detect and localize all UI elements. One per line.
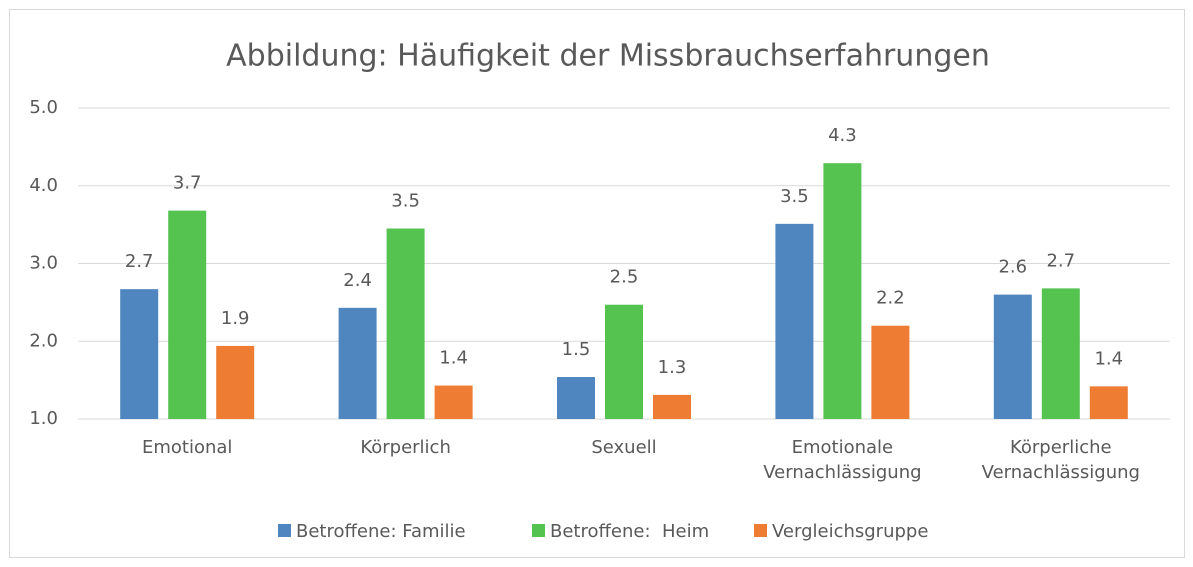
value-label: 1.4 <box>439 348 468 369</box>
bar <box>993 294 1032 419</box>
value-label: 3.5 <box>391 191 420 212</box>
chart-title: Abbildung: Häufigkeit der Missbrauchserf… <box>226 39 990 74</box>
bar <box>557 377 595 419</box>
value-label: 3.5 <box>780 186 809 207</box>
legend-label: Betroffene: Heim <box>550 521 709 542</box>
legend-swatch <box>532 524 545 537</box>
bar <box>1089 386 1128 419</box>
bar <box>605 304 643 419</box>
value-label: 2.2 <box>876 288 905 309</box>
value-label: 2.7 <box>125 251 154 272</box>
value-label: 1.3 <box>658 357 687 378</box>
bar <box>653 394 691 419</box>
legend-label: Vergleichsgruppe <box>772 521 928 542</box>
y-tick-label: 1.0 <box>29 408 58 429</box>
bar <box>823 163 862 419</box>
value-label: 1.5 <box>562 339 591 360</box>
value-label: 1.9 <box>221 308 250 329</box>
x-tick-label: Emotionale Vernachlässigung <box>763 437 922 483</box>
value-label: 2.4 <box>343 270 372 291</box>
bar <box>386 228 425 419</box>
value-label: 1.4 <box>1094 348 1123 369</box>
x-tick-label: Körperliche Vernachlässigung <box>981 437 1140 483</box>
value-label: 2.6 <box>998 257 1027 278</box>
y-tick-label: 3.0 <box>29 253 58 274</box>
legend-swatch <box>278 524 291 537</box>
x-tick-label: Emotional <box>141 437 233 458</box>
bar <box>216 345 255 419</box>
bar <box>1041 288 1080 419</box>
bar <box>120 289 159 419</box>
value-label: 2.5 <box>610 267 639 288</box>
legend-label: Betroffene: Familie <box>296 521 466 542</box>
y-tick-label: 5.0 <box>29 97 58 118</box>
y-tick-label: 4.0 <box>29 175 58 196</box>
value-label: 4.3 <box>828 125 857 146</box>
value-label: 2.7 <box>1046 250 1075 271</box>
bar <box>775 223 814 419</box>
bar <box>338 307 377 419</box>
x-tick-label: Körperlich <box>360 437 451 458</box>
y-tick-label: 2.0 <box>29 330 58 351</box>
legend-swatch <box>754 524 767 537</box>
x-tick-label: Sexuell <box>591 437 657 458</box>
bar <box>168 210 207 419</box>
bar <box>871 325 910 419</box>
value-label: 3.7 <box>173 173 202 194</box>
bar <box>434 385 473 419</box>
